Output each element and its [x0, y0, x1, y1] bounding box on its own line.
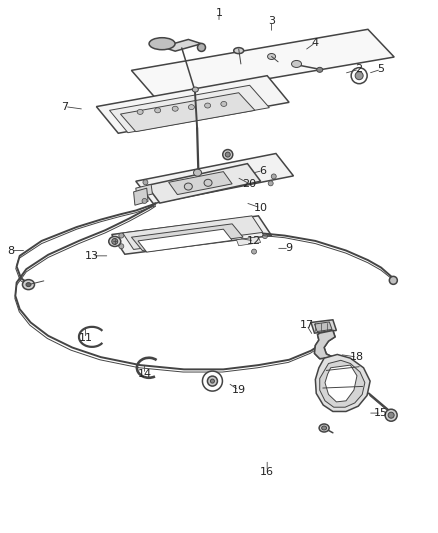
- Polygon shape: [311, 320, 336, 333]
- Ellipse shape: [210, 167, 217, 174]
- Ellipse shape: [198, 43, 205, 52]
- Ellipse shape: [268, 181, 273, 186]
- Ellipse shape: [262, 233, 268, 239]
- Polygon shape: [314, 330, 335, 359]
- Ellipse shape: [351, 68, 367, 84]
- Ellipse shape: [172, 106, 178, 111]
- Ellipse shape: [194, 169, 201, 176]
- Ellipse shape: [221, 101, 227, 107]
- Text: 8: 8: [7, 246, 14, 255]
- Text: 15: 15: [374, 408, 388, 418]
- Text: 6: 6: [259, 166, 266, 175]
- Ellipse shape: [271, 174, 276, 179]
- Text: 10: 10: [254, 203, 268, 213]
- Polygon shape: [134, 188, 148, 205]
- Polygon shape: [315, 354, 370, 411]
- Ellipse shape: [225, 152, 230, 157]
- Polygon shape: [162, 39, 201, 51]
- Ellipse shape: [210, 379, 215, 383]
- Polygon shape: [136, 184, 152, 198]
- Ellipse shape: [119, 233, 124, 238]
- Text: 18: 18: [350, 352, 364, 362]
- Ellipse shape: [202, 371, 223, 391]
- Ellipse shape: [143, 180, 148, 185]
- Ellipse shape: [204, 179, 212, 187]
- Text: 3: 3: [268, 17, 275, 26]
- Ellipse shape: [109, 237, 121, 246]
- Text: 2: 2: [356, 64, 363, 74]
- Ellipse shape: [184, 183, 192, 190]
- Ellipse shape: [319, 424, 329, 432]
- Text: 11: 11: [78, 334, 92, 343]
- Ellipse shape: [208, 376, 217, 386]
- Text: 19: 19: [232, 385, 246, 395]
- Polygon shape: [237, 237, 261, 246]
- Text: 20: 20: [243, 179, 257, 189]
- Text: 9: 9: [286, 244, 293, 253]
- Text: 7: 7: [61, 102, 68, 111]
- Text: 14: 14: [138, 369, 152, 379]
- Ellipse shape: [192, 87, 198, 92]
- Polygon shape: [138, 229, 232, 252]
- Ellipse shape: [321, 426, 327, 430]
- Ellipse shape: [137, 109, 143, 115]
- Text: 12: 12: [247, 236, 261, 246]
- Ellipse shape: [234, 47, 244, 54]
- Ellipse shape: [292, 60, 301, 68]
- Polygon shape: [96, 76, 289, 133]
- Text: 1: 1: [215, 9, 223, 18]
- Polygon shape: [320, 360, 365, 407]
- Polygon shape: [112, 216, 272, 254]
- Polygon shape: [147, 164, 261, 203]
- Ellipse shape: [223, 150, 233, 159]
- Polygon shape: [131, 29, 394, 98]
- Ellipse shape: [142, 198, 147, 204]
- Ellipse shape: [149, 38, 175, 50]
- Ellipse shape: [22, 280, 35, 289]
- Text: 5: 5: [378, 64, 385, 74]
- Text: 17: 17: [300, 320, 314, 330]
- Polygon shape: [110, 85, 269, 133]
- Ellipse shape: [317, 67, 323, 72]
- Ellipse shape: [119, 244, 124, 249]
- Ellipse shape: [112, 238, 118, 245]
- Polygon shape: [314, 322, 332, 332]
- Ellipse shape: [389, 276, 397, 285]
- Polygon shape: [123, 216, 263, 249]
- Ellipse shape: [268, 53, 276, 60]
- Ellipse shape: [388, 412, 394, 418]
- Ellipse shape: [188, 104, 194, 110]
- Ellipse shape: [251, 249, 257, 254]
- Polygon shape: [131, 224, 243, 251]
- Ellipse shape: [205, 103, 211, 108]
- Polygon shape: [325, 365, 357, 402]
- Ellipse shape: [155, 108, 161, 113]
- Text: 16: 16: [260, 467, 274, 477]
- Polygon shape: [120, 93, 255, 132]
- Ellipse shape: [385, 409, 397, 421]
- Ellipse shape: [355, 71, 363, 80]
- Ellipse shape: [26, 282, 31, 287]
- Polygon shape: [136, 154, 293, 204]
- Text: 4: 4: [312, 38, 319, 47]
- Text: 13: 13: [85, 251, 99, 261]
- Polygon shape: [169, 172, 232, 195]
